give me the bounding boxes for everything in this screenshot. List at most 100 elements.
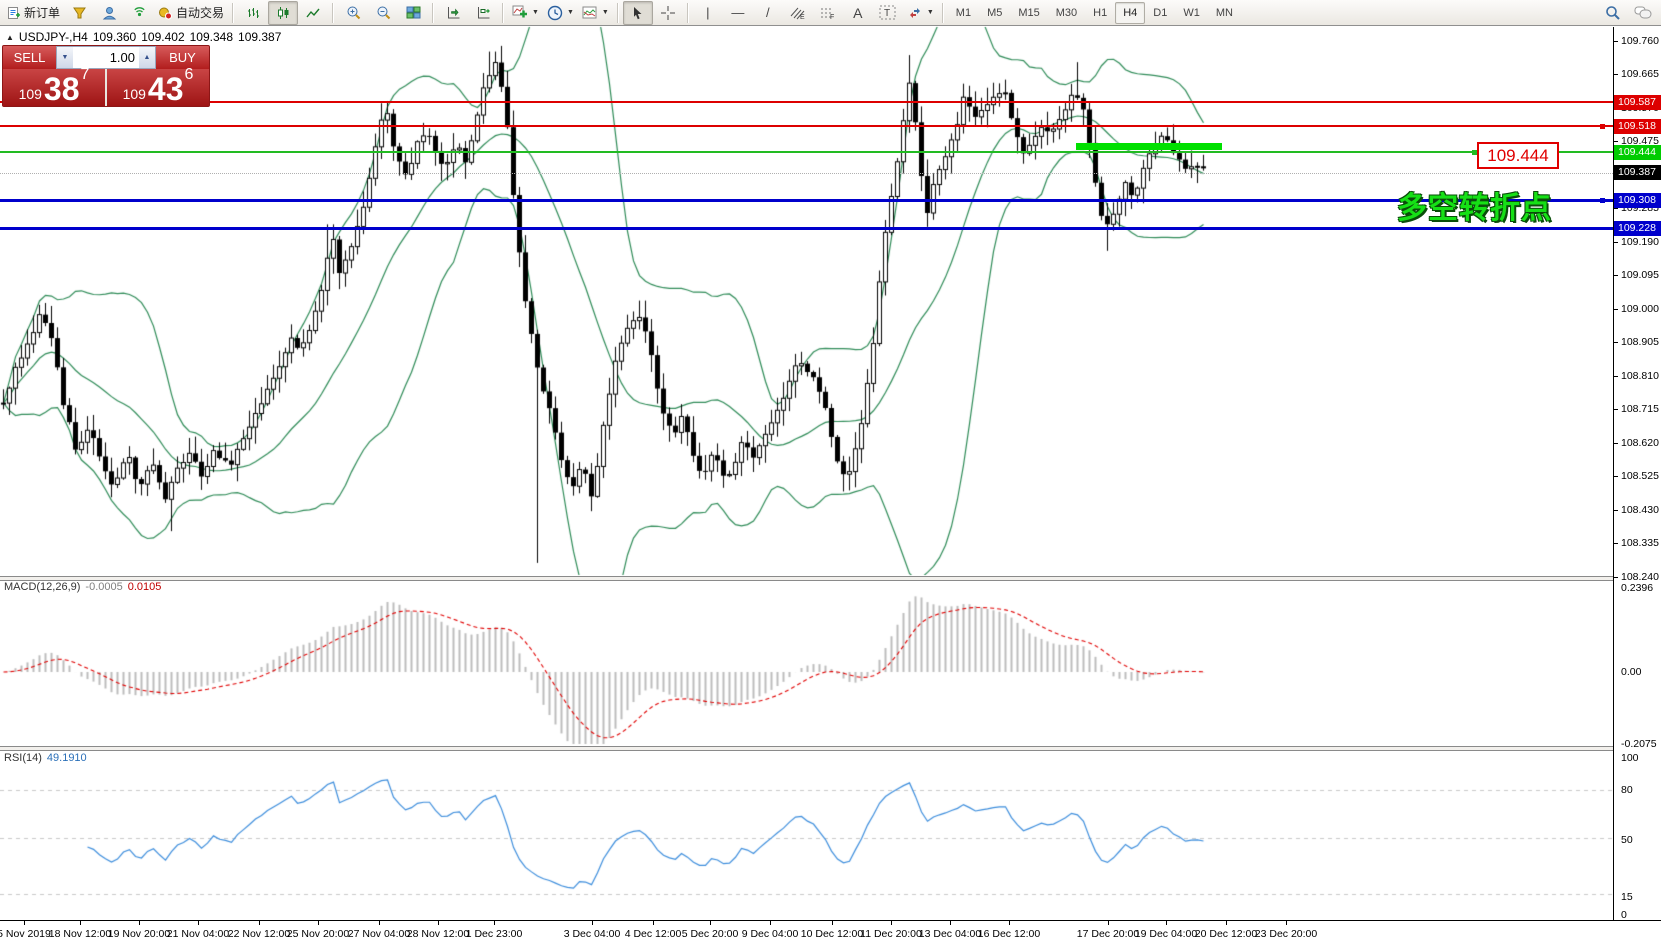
- indicators-icon: [512, 5, 528, 18]
- timeframe-m30[interactable]: M30: [1055, 6, 1078, 19]
- buy-price[interactable]: 109 43 6: [107, 66, 209, 106]
- time-label: 9 Dec 04:00: [741, 928, 799, 940]
- time-tick: [259, 921, 260, 925]
- volume-up-button[interactable]: ▲: [139, 47, 155, 68]
- toolbar-separator: [686, 2, 689, 23]
- hline-109.444[interactable]: [0, 151, 1613, 153]
- time-axis[interactable]: 5 Nov 2019 18 Nov 12:00 19 Nov 20:00 21 Nov…: [0, 920, 1661, 947]
- line-chart-type-button[interactable]: [298, 1, 328, 25]
- zoom-in-icon: [347, 6, 360, 20]
- timeframe-h4[interactable]: H4: [1115, 1, 1146, 24]
- market-watch-button[interactable]: [64, 1, 94, 25]
- timeframe-w1[interactable]: W1: [1183, 6, 1200, 19]
- text-tool-button[interactable]: A: [843, 1, 873, 25]
- new-order-button[interactable]: 新订单: [3, 1, 64, 25]
- indicators-button[interactable]: ▼: [508, 1, 543, 25]
- signals-icon: [133, 6, 145, 16]
- market-watch-icon: [72, 7, 86, 18]
- indicators-dropdown-caret[interactable]: ▼: [532, 9, 539, 16]
- volume-down-button[interactable]: ▼: [57, 47, 73, 68]
- hline-109.587[interactable]: [0, 101, 1613, 103]
- buy-price-prefix: 109: [122, 86, 146, 102]
- panel-divider: [105, 69, 107, 106]
- new-order-label: 新订单: [24, 6, 61, 20]
- hline-109.228[interactable]: [0, 227, 1613, 230]
- pane-splitter[interactable]: [0, 746, 1661, 751]
- chart-shift-button[interactable]: [468, 1, 498, 25]
- zoom-in-button[interactable]: [338, 1, 368, 25]
- time-tick: [1286, 921, 1287, 925]
- timeframe-d1[interactable]: D1: [1153, 6, 1168, 19]
- time-label: 11 Dec 20:00: [860, 928, 922, 940]
- accounts-button[interactable]: [94, 1, 124, 25]
- zoom-out-icon: [377, 6, 390, 20]
- trendline-tool-button[interactable]: /: [753, 1, 783, 25]
- line-handle[interactable]: [1600, 124, 1605, 129]
- time-label: 19 Nov 20:00: [107, 928, 171, 940]
- macd-label: MACD(12,26,9) -0.0005 0.0105: [4, 581, 161, 593]
- auto-trading-button[interactable]: 自动交易: [154, 1, 228, 25]
- auto-scroll-button[interactable]: [438, 1, 468, 25]
- svg-text:F: F: [830, 14, 834, 20]
- time-tick: [1226, 921, 1227, 925]
- candlestick-chart-type-button[interactable]: [268, 0, 299, 25]
- time-label: 3 Dec 04:00: [563, 928, 621, 940]
- timeframe-m1[interactable]: M1: [955, 6, 972, 19]
- timeframe-m5[interactable]: M5: [987, 6, 1003, 19]
- volume-input[interactable]: [73, 47, 139, 68]
- sell-button[interactable]: SELL: [3, 46, 56, 69]
- pane-splitter[interactable]: [0, 576, 1661, 581]
- arrows-dropdown-caret[interactable]: ▼: [926, 9, 934, 16]
- periods-button[interactable]: ▼: [543, 1, 578, 25]
- time-label: 27 Nov 04:00: [347, 928, 411, 940]
- time-label: 21 Nov 04:00: [166, 928, 230, 940]
- ohlc-low: 109.348: [189, 30, 234, 44]
- cursor-tool-button[interactable]: [622, 0, 653, 25]
- bar-chart-type-button[interactable]: [238, 1, 268, 25]
- templates-dropdown-caret[interactable]: ▼: [601, 9, 609, 16]
- arrows-tool-button[interactable]: ▼: [903, 1, 938, 25]
- indicator-axis-0.2396: 0.2396: [1621, 582, 1654, 594]
- periods-dropdown-caret[interactable]: ▼: [566, 9, 574, 16]
- current-price-badge: 109.387: [1614, 165, 1661, 180]
- resistance-highlight-segment[interactable]: [1076, 143, 1222, 150]
- price-axis[interactable]: 109.587 109.518 109.444 109.308 109.228 109.3…: [1613, 27, 1661, 921]
- crosshair-tool-button[interactable]: [653, 1, 683, 25]
- tile-windows-button[interactable]: [398, 1, 428, 25]
- ohlc-close: 109.387: [238, 30, 282, 44]
- horizontal-line-icon: —: [731, 5, 745, 20]
- timeframe-h1[interactable]: H1: [1093, 6, 1108, 19]
- time-label: 19 Dec 04:00: [1134, 928, 1198, 940]
- vertical-line-tool-button[interactable]: |: [693, 1, 723, 25]
- time-tick: [592, 921, 593, 925]
- zoom-out-button[interactable]: [368, 1, 398, 25]
- line-handle[interactable]: [1472, 150, 1477, 155]
- line-handle[interactable]: [1600, 198, 1605, 203]
- time-tick: [318, 921, 319, 925]
- turning-point-annotation[interactable]: 多空转折点: [1397, 192, 1552, 225]
- fibonacci-tool-button[interactable]: F: [813, 1, 843, 25]
- sell-price[interactable]: 109 38 7: [3, 66, 105, 106]
- signals-button[interactable]: [124, 1, 154, 25]
- hline-109.308[interactable]: [0, 199, 1613, 202]
- time-tick: [770, 921, 771, 925]
- auto-scroll-icon: [447, 6, 460, 18]
- search-button[interactable]: [1598, 1, 1628, 25]
- buy-button[interactable]: BUY: [156, 46, 209, 69]
- channel-tool-button[interactable]: E: [783, 1, 813, 25]
- hline-109.518[interactable]: [0, 125, 1613, 127]
- timeframe-m15[interactable]: M15: [1018, 6, 1040, 19]
- axis-badge-109.228: 109.228: [1614, 221, 1661, 236]
- svg-text:E: E: [800, 14, 805, 20]
- price-annotation-box[interactable]: 109.444: [1477, 142, 1559, 169]
- horizontal-line-tool-button[interactable]: —: [723, 1, 753, 25]
- chart-canvas[interactable]: [0, 0, 1613, 946]
- text-label-tool-button[interactable]: T: [873, 1, 903, 25]
- time-label: 4 Dec 12:00: [624, 928, 682, 940]
- cursor-icon: [634, 6, 642, 19]
- expand-triangle-icon[interactable]: ▲: [6, 32, 14, 42]
- timeframe-mn[interactable]: MN: [1215, 6, 1233, 19]
- templates-button[interactable]: ▼: [578, 1, 613, 25]
- time-label: 23 Dec 20:00: [1254, 928, 1318, 940]
- chat-button[interactable]: [1628, 1, 1658, 25]
